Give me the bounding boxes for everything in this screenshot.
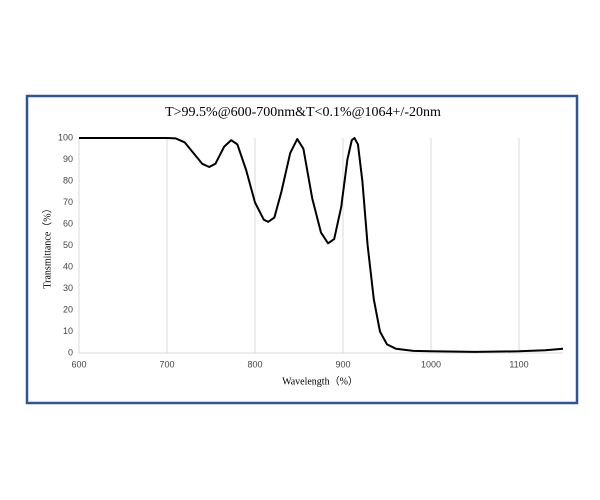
y-tick-label: 0 [68, 347, 73, 357]
x-tick-label: 1000 [421, 359, 441, 369]
y-tick-label: 30 [63, 283, 73, 293]
y-tick-label: 40 [63, 261, 73, 271]
y-tick-label: 20 [63, 304, 73, 314]
y-tick-label: 60 [63, 218, 73, 228]
y-tick-label: 80 [63, 175, 73, 185]
y-tick-label: 90 [63, 154, 73, 164]
y-axis-label: Transmittance（%） [41, 203, 53, 288]
x-tick-label: 600 [71, 359, 86, 369]
y-tick-label: 100 [58, 132, 73, 142]
x-tick-label: 1100 [509, 359, 528, 369]
y-tick-label: 10 [63, 326, 73, 336]
y-tick-label: 50 [63, 240, 73, 250]
x-tick-label: 800 [247, 359, 262, 369]
chart-title: T>99.5%@600-700nm&T<0.1%@1064+/-20nm [165, 105, 441, 120]
x-axis-label: Wavelength（%） [282, 375, 358, 387]
x-tick-label: 700 [159, 359, 174, 369]
line-series [79, 137, 564, 353]
x-tick-label: 900 [335, 359, 350, 369]
chart-frame [25, 94, 579, 405]
y-tick-label: 70 [63, 197, 73, 207]
